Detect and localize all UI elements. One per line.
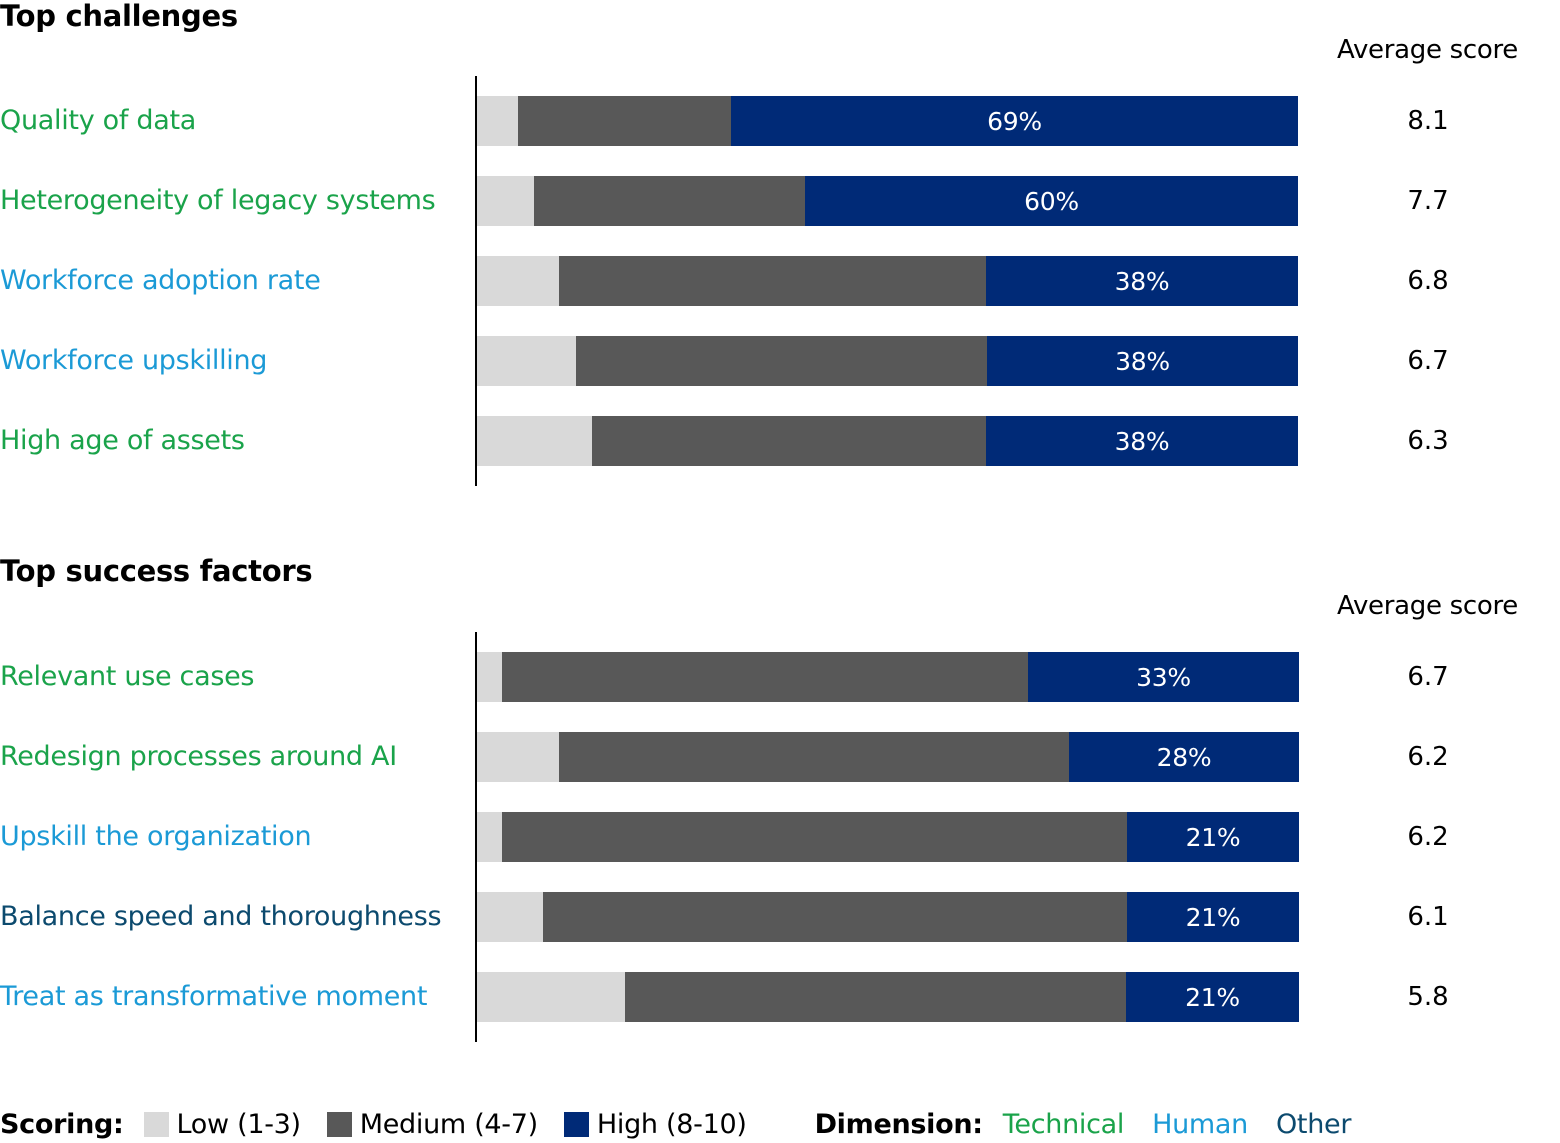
legend-dimension-other: Other [1275,1108,1352,1140]
average-score-value: 6.7 [1407,662,1449,692]
bar-segment-high: 28% [1069,732,1299,782]
bar-segment-high: 21% [1127,812,1299,862]
average-score-value: 6.7 [1407,346,1449,376]
bar-segment-low [477,176,534,226]
stacked-bar: 38% [477,416,1298,466]
bar-segment-low [477,256,559,306]
category-label: Upskill the organization [0,821,312,852]
category-label: Workforce adoption rate [0,265,321,296]
bar-segment-medium [592,416,986,466]
legend-swatch-low [143,1111,169,1137]
bar-segment-medium [576,336,987,386]
bar-segment-low [477,972,625,1022]
category-label: High age of assets [0,425,245,456]
chart-title: Top success factors [0,554,313,588]
average-score-value: 6.1 [1407,902,1449,932]
bar-segment-low [477,732,559,782]
category-label: Heterogeneity of legacy systems [0,185,436,216]
average-score-value: 6.8 [1407,266,1449,296]
stacked-bar: 69% [477,96,1298,146]
bar-segment-high: 21% [1126,972,1299,1022]
category-label: Redesign processes around AI [0,741,397,772]
stacked-bar: 21% [477,972,1299,1022]
legend-swatch-high [563,1111,589,1137]
bar-segment-high: 33% [1028,652,1299,702]
bar-segment-medium [559,732,1069,782]
average-score-value: 6.3 [1407,426,1449,456]
average-score-header: Average score [1337,591,1518,621]
stacked-bar: 33% [477,652,1299,702]
data-label: 38% [1114,426,1170,456]
legend-item-high: High (8-10) [563,1108,747,1140]
data-label: 33% [1136,662,1191,692]
legend-swatch-medium [326,1111,352,1137]
bar-segment-medium [502,812,1127,862]
data-label: 21% [1185,982,1240,1012]
stacked-bar: 28% [477,732,1299,782]
legend: Scoring: Low (1-3) Medium (4-7) High (8-… [0,1107,1351,1141]
stacked-bar: 38% [477,336,1298,386]
category-label: Balance speed and thoroughness [0,901,442,932]
legend-label-high: High (8-10) [596,1108,747,1140]
data-label: 28% [1156,742,1212,772]
average-score-value: 8.1 [1407,106,1449,136]
average-score-value: 5.8 [1407,982,1449,1012]
data-label: 21% [1185,902,1241,932]
average-score-value: 7.7 [1407,186,1449,216]
bar-segment-high: 38% [987,336,1298,386]
bar-segment-medium [625,972,1126,1022]
bar-segment-low [477,652,502,702]
bar-segment-high: 21% [1127,892,1299,942]
bar-segment-low [477,416,592,466]
legend-dimension-technical: Technical [1002,1108,1125,1140]
bar-segment-high: 38% [986,416,1298,466]
bar-segment-medium [559,256,986,306]
legend-dimension-human: Human [1152,1108,1248,1140]
bar-segment-high: 60% [805,176,1298,226]
category-label: Quality of data [0,105,196,136]
bar-segment-low [477,812,502,862]
y-axis-line [475,76,477,486]
bar-segment-low [477,96,518,146]
stacked-bar: 60% [477,176,1298,226]
legend-dimension-label: Dimension: [814,1108,984,1140]
bar-segment-high: 38% [986,256,1298,306]
bar-segment-medium [534,176,805,226]
bar-segment-medium [518,96,731,146]
bar-segment-medium [502,652,1028,702]
legend-label-medium: Medium (4-7) [359,1108,538,1140]
average-score-header: Average score [1337,35,1518,65]
stacked-bar: 21% [477,812,1299,862]
stacked-bar: 21% [477,892,1299,942]
data-label: 38% [1114,266,1170,296]
bar-segment-high: 69% [731,96,1298,146]
average-score-value: 6.2 [1407,822,1449,852]
average-score-value: 6.2 [1407,742,1449,772]
data-label: 38% [1115,346,1170,376]
category-label: Relevant use cases [0,661,255,692]
category-label: Workforce upskilling [0,345,268,376]
chart-title: Top challenges [0,0,238,33]
bar-segment-low [477,892,543,942]
legend-scoring-label: Scoring: [0,1108,124,1140]
category-label: Treat as transformative moment [0,981,428,1012]
legend-item-low: Low (1-3) [143,1108,302,1140]
bar-segment-low [477,336,576,386]
y-axis-line [475,632,477,1042]
data-label: 21% [1185,822,1241,852]
bar-segment-medium [543,892,1127,942]
legend-item-medium: Medium (4-7) [326,1108,538,1140]
data-label: 60% [1024,186,1079,216]
data-label: 69% [987,106,1042,136]
legend-label-low: Low (1-3) [176,1108,302,1140]
stacked-bar: 38% [477,256,1298,306]
